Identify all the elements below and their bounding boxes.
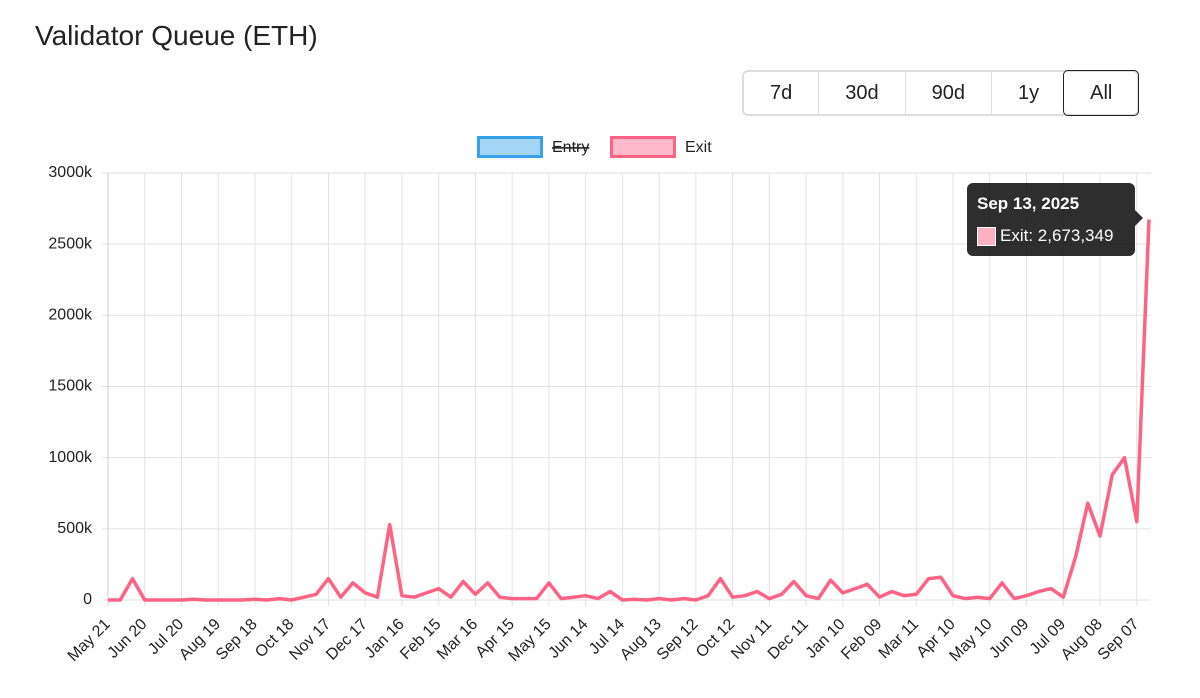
x-tick-label: Sep 12: [654, 616, 702, 664]
range-buttons: 7d 30d 90d 1y All: [742, 70, 1140, 116]
tooltip-value: 2,673,349: [1037, 226, 1114, 245]
legend-swatch: [610, 136, 676, 158]
y-tick-label: 2000k: [48, 307, 93, 324]
x-tick-label: Sep 07: [1095, 616, 1143, 664]
y-tick-label: 1000k: [48, 449, 93, 466]
y-tick-label: 3000k: [48, 164, 93, 181]
tooltip: Sep 13, 2025 Exit 2,673,349: [967, 183, 1143, 256]
range-button[interactable]: 30d: [818, 72, 904, 114]
y-tick-label: 2500k: [48, 235, 93, 252]
legend-label[interactable]: Exit: [685, 139, 712, 156]
y-tick-label: 1500k: [48, 378, 93, 395]
x-tick-label: Feb 09: [838, 616, 885, 663]
range-button[interactable]: 90d: [904, 72, 991, 114]
range-button[interactable]: 7d: [770, 81, 793, 104]
x-tick-label: May 21: [65, 616, 114, 665]
line: [108, 219, 1151, 602]
x-tick-label: Jun 14: [545, 616, 591, 662]
y-tick-label: 500k: [57, 520, 93, 537]
x-tick-label: Mar 11: [876, 616, 922, 662]
range-button[interactable]: 1y: [991, 72, 1065, 114]
tooltip-series: Exit: [1000, 226, 1038, 246]
x-tick-label: Jun 09: [986, 616, 1032, 662]
x-tick-label: Sep 18: [213, 616, 261, 664]
legend-label[interactable]: Entry: [552, 139, 589, 156]
tooltip-label: Exit 2,673,349: [977, 226, 1113, 246]
legend-swatch: [477, 136, 543, 158]
tooltip-swatch: [977, 226, 996, 246]
tooltip-title: Sep 13, 2025: [977, 194, 1080, 213]
page-title: Validator Queue (ETH): [35, 20, 318, 51]
x-tick-label: Dec 17: [323, 616, 371, 664]
x-tick-label: Nov 11: [728, 616, 775, 663]
range-button[interactable]: All: [1063, 70, 1140, 116]
x-tick-label: Dec 11: [765, 616, 812, 663]
y-tick-label: 0: [83, 591, 92, 608]
x-tick-label: Mar 16: [434, 616, 481, 663]
x-tick-label: Jun 20: [105, 616, 151, 662]
x-tick-label: Feb 15: [397, 616, 444, 663]
